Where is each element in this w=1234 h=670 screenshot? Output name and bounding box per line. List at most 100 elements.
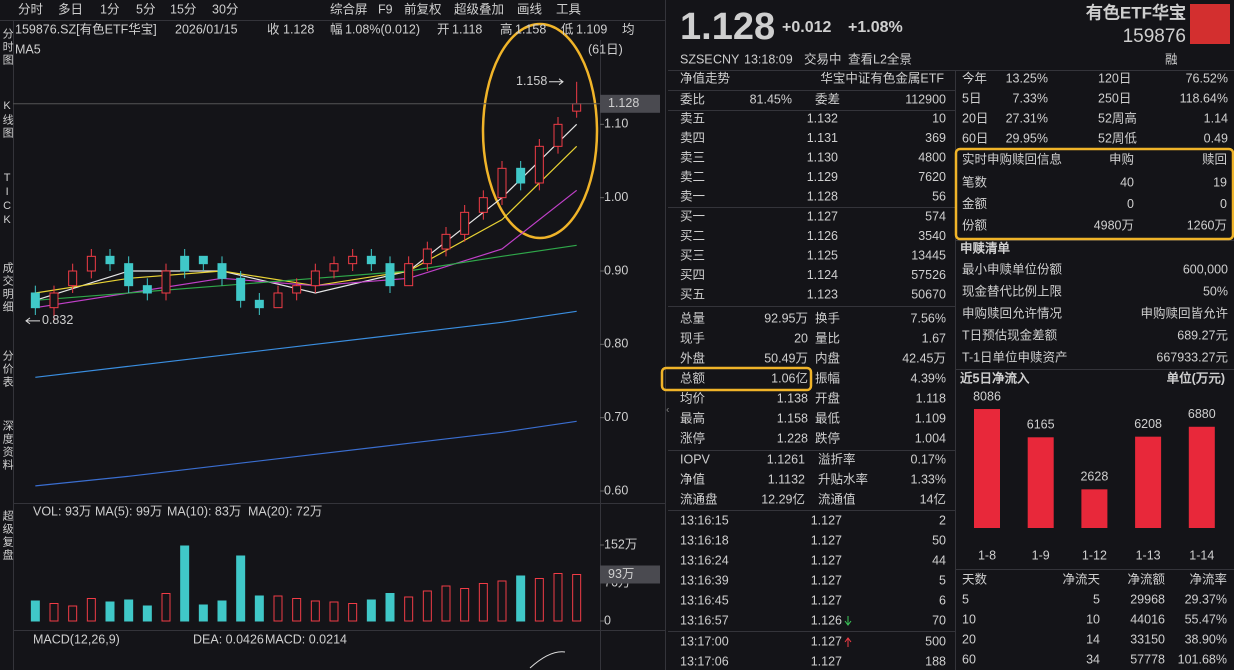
nav-trend[interactable]: 净值走势 <box>680 70 731 85</box>
trade-time: 13:16:24 <box>680 553 729 567</box>
volume-bar <box>217 600 227 622</box>
level-label: 卖四 <box>680 131 705 145</box>
inflow-bar <box>974 409 1000 528</box>
candle-body <box>572 103 582 112</box>
volume-bar <box>198 604 208 622</box>
cell: 120日 <box>1098 71 1131 85</box>
cell: 0.49 <box>1204 131 1228 145</box>
cell: 52周高 <box>1098 110 1137 125</box>
candle-body <box>497 167 507 199</box>
info-field: 低 <box>561 22 574 36</box>
candle-body <box>478 197 488 213</box>
volume-bar <box>142 605 152 622</box>
meta: SZSE <box>680 52 713 66</box>
cell: 升贴水率 <box>818 471 868 486</box>
inflow-bar <box>1135 436 1162 528</box>
chart-unit: 单位(万元) <box>1167 370 1225 385</box>
volume-bar <box>422 590 432 622</box>
toolbar-button[interactable]: 5分 <box>136 2 155 16</box>
trade-price: 1.127 <box>811 654 842 668</box>
level-label: 买二 <box>680 229 705 243</box>
candle-body <box>348 255 358 265</box>
y-tick-label: 152万 <box>604 537 637 551</box>
cell: 1.158 <box>777 411 808 425</box>
volume-bar <box>478 583 488 622</box>
info-field: 收 <box>267 22 280 36</box>
cell: 4980万 <box>1094 218 1134 232</box>
level-volume: 56 <box>932 189 946 203</box>
cell: 溢折率 <box>818 451 856 466</box>
trade-price: 1.127 <box>811 593 842 607</box>
y-tick-label: 0.70 <box>604 410 628 424</box>
toolbar-button[interactable]: 超级叠加 <box>454 1 504 16</box>
toolbar-button[interactable]: 工具 <box>556 2 582 16</box>
l2-link[interactable]: 查看L2全景 <box>848 51 912 66</box>
candle-body <box>236 277 246 301</box>
side-tab[interactable]: 深度资料 <box>1 420 14 472</box>
cell: 开盘 <box>815 390 840 405</box>
cell: 112900 <box>905 92 946 106</box>
y-tick-label: 1.10 <box>604 117 628 131</box>
side-tab[interactable]: K线图 <box>1 100 14 140</box>
toolbar-button[interactable]: 1分 <box>100 2 119 16</box>
highlight-overlays <box>481 22 1234 392</box>
margin-tag: 融 <box>1165 52 1178 66</box>
security-name: 有色ETF华宝 <box>1086 2 1186 22</box>
book-dividers <box>668 70 1234 632</box>
cell: 委比 <box>680 92 705 106</box>
toolbar-button[interactable]: 多日 <box>58 2 83 16</box>
toolbar-button[interactable]: 分时 <box>18 2 44 16</box>
trade-volume: 2 <box>939 513 946 527</box>
x-tick-label: 1-9 <box>1032 548 1050 562</box>
cell: 1.1132 <box>768 472 805 486</box>
chart-title: 近5日净流入 <box>960 370 1030 385</box>
collapse-handle[interactable]: ‹ <box>666 405 669 416</box>
cell: IOPV <box>680 452 711 466</box>
period-label: (61日) <box>588 42 623 56</box>
candle-body <box>142 285 152 294</box>
cell: 最低 <box>815 411 841 425</box>
cell: 29.37% <box>1185 592 1227 606</box>
trade-price: 1.127 <box>811 513 842 527</box>
toolbar-button[interactable]: F9 <box>378 2 393 16</box>
trade-volume: 188 <box>925 654 946 668</box>
side-tab[interactable]: 超级复盘 <box>1 509 14 562</box>
level-volume: 13445 <box>911 248 946 262</box>
level-price: 1.126 <box>807 229 838 243</box>
level-volume: 57526 <box>911 268 946 282</box>
y-tick-label: 1.00 <box>604 190 628 204</box>
info-field: 均 <box>622 22 635 36</box>
y-tick-label: 0 <box>604 613 611 627</box>
toolbar-button[interactable]: 30分 <box>212 2 238 16</box>
volume-bar <box>180 545 190 622</box>
side-tab[interactable]: 成交明细 <box>1 262 14 314</box>
toolbar-button[interactable]: 画线 <box>517 2 543 16</box>
volume-bar <box>254 595 264 622</box>
cell: 13.25% <box>1006 71 1048 85</box>
info-field: 高 <box>500 21 513 36</box>
trade-price: 1.127 <box>811 533 842 547</box>
toolbar-button[interactable]: 15分 <box>170 2 196 16</box>
cell: 689.27元 <box>1177 328 1228 342</box>
level-price: 1.132 <box>807 111 838 125</box>
side-tab[interactable]: 分时图 <box>1 28 14 67</box>
level-volume: 50670 <box>911 287 946 301</box>
value-label: 2628 <box>1080 470 1108 484</box>
candle-body <box>329 263 339 272</box>
volume-bar <box>329 601 339 622</box>
cell: 1.67 <box>922 331 946 345</box>
side-tab[interactable]: 分价表 <box>1 350 14 389</box>
cell: 1.06亿 <box>771 370 808 385</box>
col-header: 净流额 <box>1127 572 1165 586</box>
cell: 1.1261 <box>767 452 805 466</box>
cell: 76.52% <box>1186 71 1228 85</box>
level-volume: 369 <box>925 131 946 145</box>
toolbar-button[interactable]: 综合屏 <box>330 1 368 16</box>
row-label: 笔数 <box>962 174 988 189</box>
toolbar-button[interactable]: 前复权 <box>404 1 442 16</box>
side-tab[interactable]: TICK <box>1 172 13 228</box>
inflow-bar <box>1081 489 1108 528</box>
cell: 均价 <box>680 391 706 405</box>
cell: 1.14 <box>1204 111 1228 125</box>
